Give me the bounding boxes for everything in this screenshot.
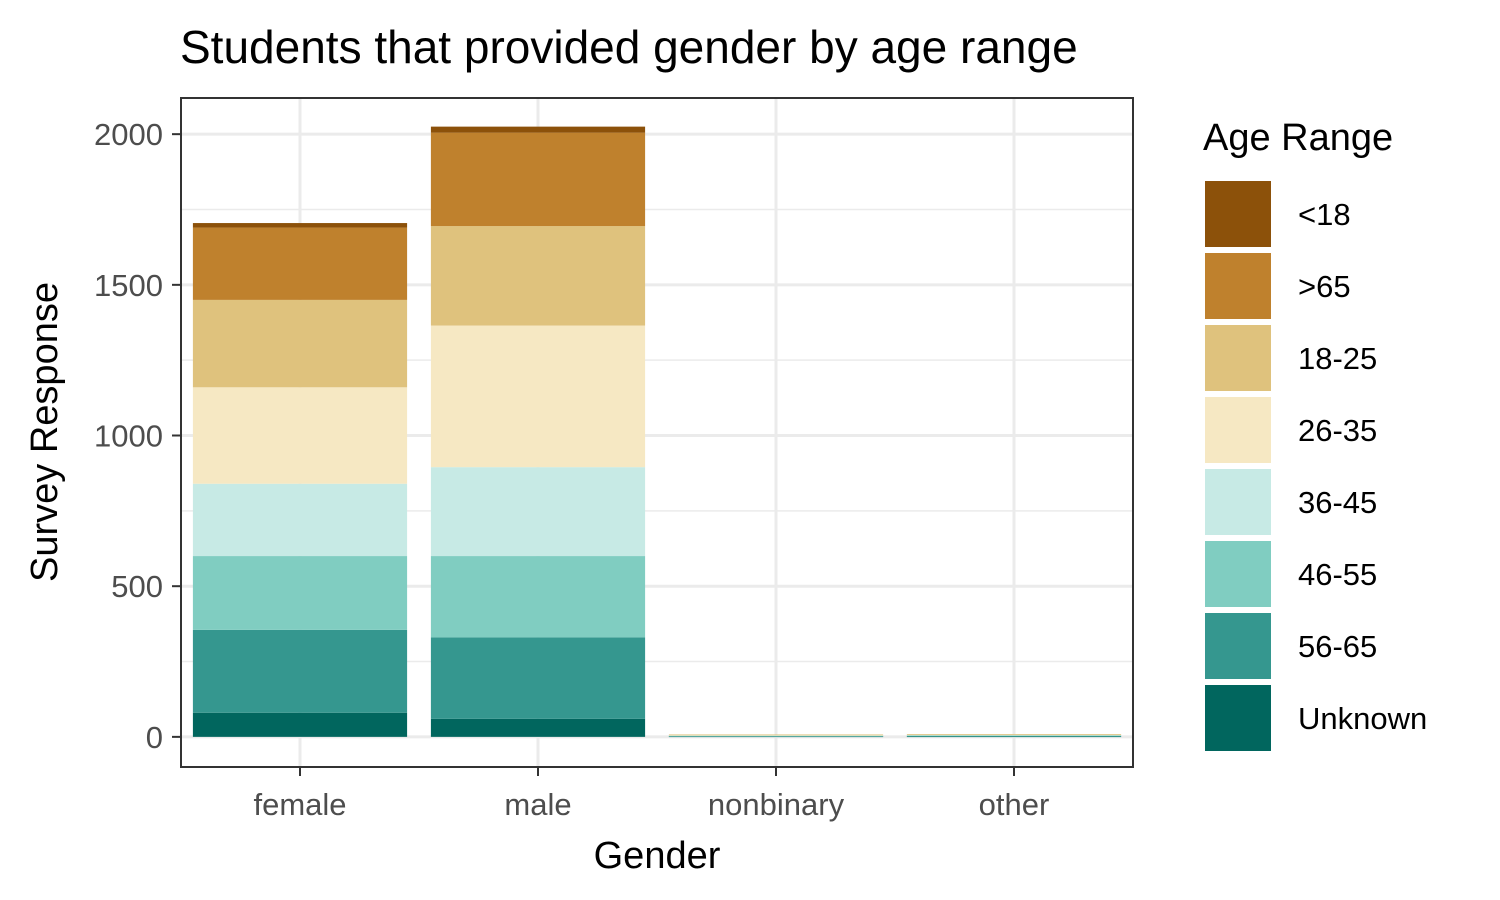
y-tick-label: 1500 [94,268,163,303]
legend: Age Range <18 >65 18-25 26-35 36-45 46-55 56-6… [1203,117,1427,751]
y-axis: 0 500 1000 1500 2000 [94,117,181,755]
x-axis-title: Gender [594,835,721,877]
bar-segment: female / 36-45: 240 [192,483,408,557]
chart-title: Students that provided gender by age ran… [180,21,1078,73]
x-tick-label: other [979,787,1050,822]
bar-segment: female / 56-65: 275 [192,629,408,713]
legend-key [1205,685,1271,751]
bar-segment: male / 46-55: 270 [430,556,646,638]
bar-segment: female / >65: 240 [192,227,408,300]
x-axis: female male nonbinary other [253,767,1049,822]
legend-key [1205,613,1271,679]
legend-label: 56-65 [1298,629,1377,664]
bar-segment: nonbinary / 36-45: 1 [668,735,884,737]
x-tick-label: male [504,787,571,822]
bar-segment: male / 26-35: 470 [430,325,646,468]
y-axis-title: Survey Response [24,282,66,582]
bars: female / Unknown: 80female / 56-65: 275f… [192,126,1122,738]
bar-segment: male / >65: 310 [430,132,646,227]
legend-label: 18-25 [1298,341,1377,376]
bar-segment: male / 18-25: 330 [430,226,646,326]
legend-label: 36-45 [1298,485,1377,520]
x-tick-label: nonbinary [708,787,845,822]
legend-label: Unknown [1298,701,1427,736]
y-tick-label: 1000 [94,419,163,454]
legend-label: <18 [1298,197,1351,232]
y-tick-label: 0 [146,720,163,755]
legend-label: 46-55 [1298,557,1377,592]
legend-title: Age Range [1203,117,1393,159]
bar-segment: female / Unknown: 80 [192,712,408,737]
plot-panel-border [180,97,1134,768]
legend-key [1205,181,1271,247]
legend-key [1205,469,1271,535]
bar-segment: male / 36-45: 295 [430,467,646,557]
bar-segment: male / Unknown: 60 [430,718,646,737]
bar-segment: male / <18: 20 [430,126,646,133]
bar-segment: female / 18-25: 290 [192,299,408,388]
bar-segment: female / <18: 15 [192,223,408,228]
bar-segment: nonbinary / 18-25: 1 [668,734,884,736]
legend-key [1205,325,1271,391]
bar-segment: male / 56-65: 270 [430,637,646,719]
bar-segment: other / 56-65: 1 [906,735,1122,737]
legend-key [1205,397,1271,463]
x-tick-label: female [253,787,346,822]
bar-segment: other / 18-25: 1 [906,734,1122,735]
legend-label: 26-35 [1298,413,1377,448]
bar-segment: female / 46-55: 245 [192,556,408,630]
legend-key [1205,253,1271,319]
bar-segment: female / 26-35: 320 [192,387,408,484]
bar-segment: other / 46-55: 2 [906,735,1122,737]
legend-key [1205,541,1271,607]
y-tick-label: 500 [111,569,163,604]
legend-label: >65 [1298,269,1351,304]
y-tick-label: 2000 [94,117,163,152]
